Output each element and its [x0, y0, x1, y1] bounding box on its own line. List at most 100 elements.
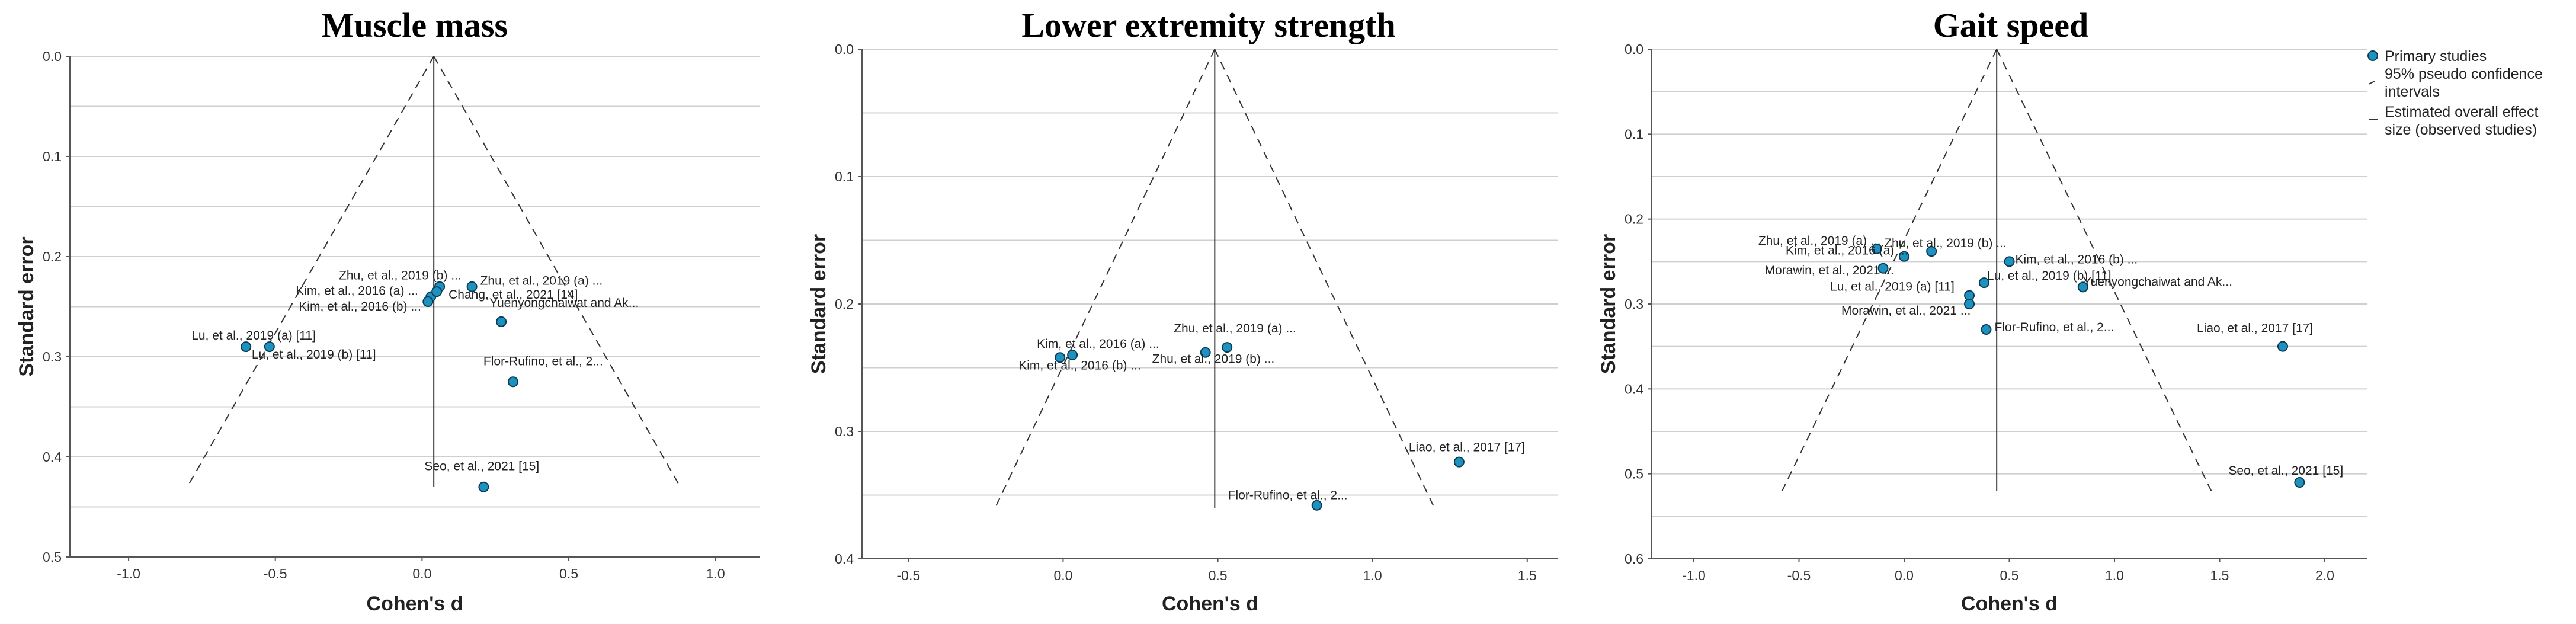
x-tick-label: -0.5: [897, 568, 921, 583]
pseudo-ci-right-line: [433, 56, 681, 488]
study-point-label: Liao, et al., 2017 [17]: [1409, 441, 1525, 455]
y-tick-label: 0.1: [835, 169, 854, 184]
study-point-label: Zhu, et al., 2019 (a) ...: [1758, 234, 1881, 248]
x-tick-label: 0.5: [1209, 568, 1228, 583]
x-tick-label: -1.0: [117, 566, 140, 581]
study-point: [1871, 243, 1882, 254]
y-tick-label: 0.2: [43, 249, 62, 264]
chart-title: Lower extremity strength: [1021, 6, 1395, 44]
y-tick-label: 0.2: [835, 296, 854, 312]
study-point: [1926, 246, 1937, 257]
study-point-label: Kim, et al., 2016 (b) ...: [299, 300, 421, 313]
y-tick-label: 0.4: [43, 449, 62, 465]
study-point-label: Liao, et al., 2017 [17]: [2197, 322, 2313, 335]
chart-2: 0.0 0.1 0.2 0.3 0.4 0.5 0.6 -1.0 -0.5 0.0 0.5 1.0 1.…: [1597, 6, 2367, 615]
study-point-label: Seo, et al., 2021 [15]: [2228, 464, 2343, 478]
x-tick-label: 0.5: [559, 566, 578, 581]
y-tick-label: 0.1: [43, 149, 62, 164]
study-point: [466, 281, 478, 292]
x-tick-label: -0.5: [264, 566, 287, 581]
study-point: [1877, 263, 1889, 274]
charts-layer: 0.0 0.1 0.2 0.3 0.4 0.5 -1.0 -0.5 0.0 0.5 1.0 Muscl…: [15, 6, 2367, 615]
legend-overall-label-2: size (observed studies): [2385, 121, 2537, 138]
y-tick-label: 0.3: [835, 424, 854, 439]
legend-primary-label: Primary studies: [2385, 48, 2487, 65]
y-axis-title: Standard error: [1597, 234, 1620, 374]
study-point: [1055, 352, 1066, 363]
pseudo-ci-right-line: [1214, 49, 1436, 508]
x-axis-title: Cohen's d: [1961, 593, 2058, 615]
y-tick-label: 0.2: [1625, 212, 1643, 227]
study-point: [431, 286, 443, 297]
study-point-label: Kim, et al., 2016 (a) ...: [1037, 337, 1159, 351]
pseudo-ci-left-line: [187, 56, 435, 488]
x-tick-label: 0.0: [412, 566, 431, 581]
y-tick-label: 0.3: [43, 349, 62, 364]
study-point: [1453, 456, 1465, 468]
study-point: [1311, 500, 1322, 511]
y-tick-label: 0.6: [1625, 551, 1643, 567]
study-point: [422, 296, 434, 308]
study-point-label: Kim, et al., 2016 (a) ...: [1786, 244, 1908, 258]
y-tick-label: 0.0: [43, 49, 62, 64]
study-point-label: Zhu, et al., 2019 (a) ...: [1174, 322, 1296, 335]
study-point-label: Lu, et al., 2019 (a) [11]: [191, 329, 316, 343]
study-point: [507, 376, 518, 388]
y-tick-label: 0.4: [835, 551, 854, 567]
study-point-label: Kim, et al., 2016 (a) ...: [296, 284, 418, 298]
study-point-label: Flor-Rufino, et al., 2...: [483, 354, 603, 368]
study-point: [2294, 477, 2305, 488]
x-tick-label: -1.0: [1682, 568, 1706, 583]
y-tick-label: 0.0: [835, 41, 854, 57]
study-point-label: Yuenyongchaiwat and Ak...: [489, 296, 639, 310]
x-tick-label: 0.0: [1053, 568, 1072, 583]
study-point: [1981, 324, 1992, 335]
x-tick-label: 1.0: [706, 566, 725, 581]
chart-0: 0.0 0.1 0.2 0.3 0.4 0.5 -1.0 -0.5 0.0 0.5 1.0 Muscl…: [15, 6, 760, 615]
legend-overall-label-1: Estimated overall effect: [2385, 104, 2538, 120]
y-axis-title: Standard error: [808, 234, 830, 374]
legend: Primary studies 95% pseudo confidence in…: [2367, 48, 2543, 138]
y-tick-label: 0.4: [1625, 381, 1643, 396]
study-point-label: Yuenyongchaiwat and Ak...: [2083, 275, 2232, 289]
x-axis-title: Cohen's d: [367, 593, 463, 615]
x-tick-label: 1.0: [1363, 568, 1382, 583]
study-point-label: Lu, et al., 2019 (b) [11]: [1987, 269, 2112, 283]
x-tick-label: 1.5: [1518, 568, 1537, 583]
study-point: [1899, 251, 1909, 262]
chart-1: 0.0 0.1 0.2 0.3 0.4 -0.5 0.0 0.5 1.0 1.5 Lower ext…: [808, 6, 1558, 615]
study-point: [264, 341, 275, 353]
pseudo-ci-left-line: [994, 49, 1216, 508]
x-tick-label: 0.0: [1895, 568, 1914, 583]
pseudo-ci-right-line: [1996, 49, 2212, 491]
legend-pseudo-ci-label-1: 95% pseudo confidence: [2385, 66, 2543, 82]
y-tick-label: 0.1: [1625, 126, 1643, 142]
pseudo-ci-left-line: [1782, 49, 1998, 491]
study-point-label: Seo, et al., 2021 [15]: [424, 460, 539, 473]
study-point-label: Zhu, et al., 2019 (b) ...: [1152, 353, 1275, 366]
study-point-label: Flor-Rufino, et al., 2...: [1994, 321, 2114, 334]
study-point-label: Zhu, et al., 2019 (a) ...: [480, 274, 603, 288]
study-point: [1978, 277, 1989, 289]
study-point-label: Chang, et al., 2021 [14]: [448, 288, 578, 302]
y-tick-label: 0.5: [43, 549, 62, 565]
y-tick-label: 0.0: [1625, 41, 1643, 57]
study-point: [1200, 347, 1211, 358]
x-axis-title: Cohen's d: [1162, 593, 1258, 615]
study-point: [2077, 281, 2088, 293]
y-axis-title: Standard error: [15, 236, 38, 376]
study-point: [2004, 256, 2015, 267]
study-point-label: Morawin, et al., 2021 ...: [1841, 304, 1971, 318]
study-point: [1964, 299, 1975, 309]
y-tick-label: 0.5: [1625, 466, 1643, 482]
study-point: [478, 481, 489, 492]
study-point: [496, 316, 507, 327]
legend-pseudo-ci-marker: [2368, 81, 2375, 85]
study-point-label: Flor-Rufino, et al., 2...: [1228, 489, 1348, 503]
x-tick-label: 0.5: [2000, 568, 2019, 583]
chart-title: Gait speed: [1933, 6, 2089, 44]
study-point-label: Zhu, et al., 2019 (b) ...: [339, 269, 462, 283]
study-point: [1222, 342, 1233, 353]
x-tick-label: -0.5: [1787, 568, 1811, 583]
